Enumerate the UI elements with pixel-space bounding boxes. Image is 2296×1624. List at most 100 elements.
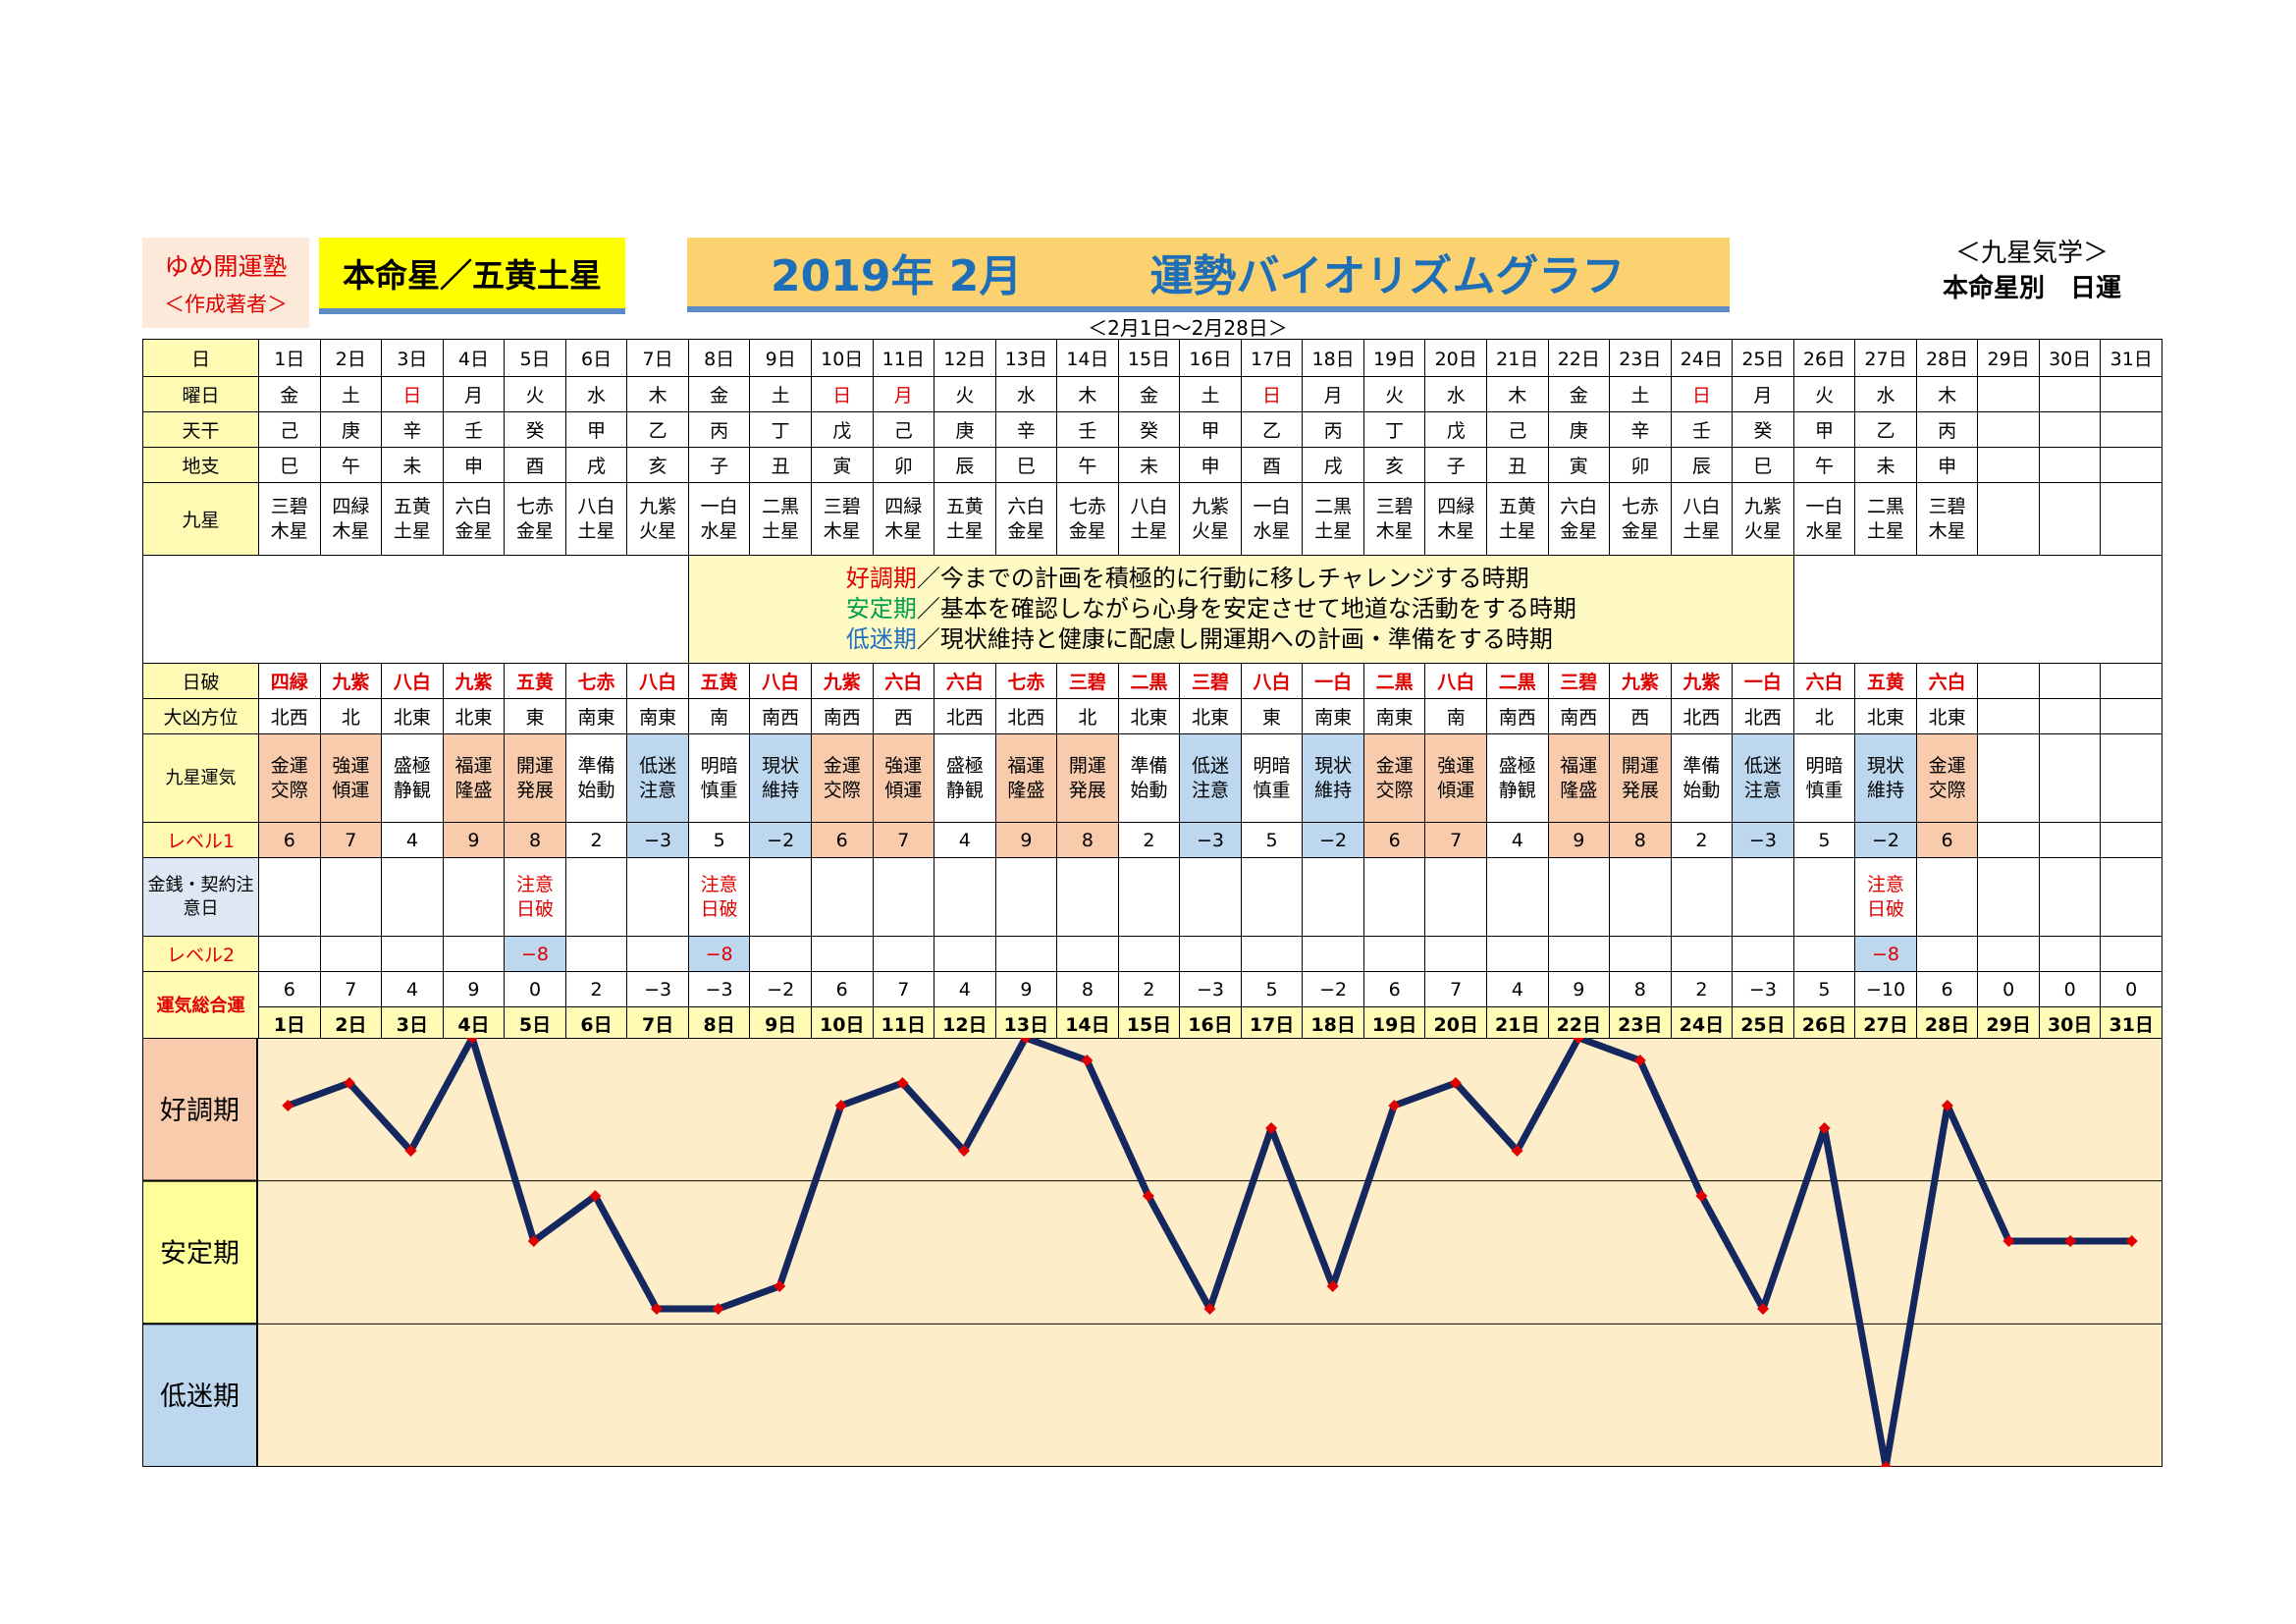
day-cell: 21日 (1485, 339, 1549, 377)
level1-cell: 6 (1915, 822, 1979, 858)
unki-cell: 明暗 慎重 (687, 733, 751, 823)
unki-top: 福運 (1007, 754, 1045, 777)
weekday-cell: 月 (1732, 376, 1794, 412)
note-cell (1915, 857, 1979, 937)
data-point (1695, 1190, 1708, 1202)
unki-cell: 強運 傾運 (319, 733, 383, 823)
day-footer-cell: 7日 (626, 1006, 689, 1041)
note-cell (2038, 857, 2102, 937)
kyusei-cell: 五黄 土星 (934, 482, 996, 556)
data-point (2064, 1235, 2077, 1247)
unki-cell: 金運 交際 (258, 733, 321, 823)
weekday-cell: 日 (1670, 376, 1734, 412)
kyusei-top: 九紫 (1743, 495, 1782, 517)
daikyo-cell: 北東 (1854, 698, 1917, 734)
data-point (282, 1100, 294, 1111)
day-footer-cell: 5日 (504, 1006, 566, 1041)
level1-cell: 8 (504, 822, 566, 858)
unki-top: 金運 (823, 754, 861, 777)
kyusei-top: 三碧 (1928, 495, 1966, 517)
kyusei-cell: 七赤 金星 (1056, 482, 1119, 556)
note-cell: 注意 日破 (1854, 857, 1917, 937)
day-footer-cell: 28日 (1915, 1006, 1979, 1041)
kyusei-bottom: 火星 (1743, 519, 1782, 542)
total-cell: 2 (564, 971, 628, 1007)
level1-cell: 2 (1670, 822, 1734, 858)
chishi-cell: 丑 (749, 447, 812, 483)
title-text: 運勢バイオリズムグラフ (1149, 251, 1626, 301)
level1-cell: 4 (381, 822, 444, 858)
unki-bottom: 交際 (1375, 779, 1414, 801)
day-cell: 14日 (1056, 339, 1119, 377)
daikyo-cell: 北西 (994, 698, 1058, 734)
unki-cell: 強運 傾運 (1424, 733, 1487, 823)
level2-cell (626, 936, 689, 972)
chishi-cell: 午 (1792, 447, 1856, 483)
total-cell: 6 (1915, 971, 1979, 1007)
kyusei-top: 七赤 (1621, 495, 1659, 517)
tenkan-cell: 癸 (504, 411, 566, 448)
level1-cell: 6 (810, 822, 874, 858)
kyusei-cell: 五黄 土星 (381, 482, 444, 556)
chishi-cell: 午 (319, 447, 383, 483)
chishi-cell: 卯 (1609, 447, 1672, 483)
day-cell: 18日 (1302, 339, 1364, 377)
data-point (774, 1280, 786, 1292)
year-month: 2019年 2月 (771, 251, 1023, 301)
day-footer-cell: 11日 (872, 1006, 935, 1041)
unki-top: 金運 (270, 754, 308, 777)
level2-cell (1240, 936, 1304, 972)
weekday-label: 曜日 (141, 376, 260, 412)
data-point (1326, 1280, 1339, 1292)
total-cell: 0 (2100, 971, 2163, 1007)
level1-cell: 9 (442, 822, 506, 858)
chishi-cell: 亥 (1362, 447, 1426, 483)
day-footer-cell: 15日 (1117, 1006, 1181, 1041)
note-cell (1117, 857, 1181, 937)
level2-cell: −8 (1854, 936, 1917, 972)
day-cell: 13日 (994, 339, 1058, 377)
weekday-cell: 火 (1792, 376, 1856, 412)
kyusei-bottom: 土星 (393, 519, 431, 542)
right-header-2: 本命星別 日運 (1942, 274, 2121, 303)
level1-cell (2038, 822, 2102, 858)
nippa-cell: 六白 (934, 663, 996, 699)
tenkan-cell: 壬 (1670, 411, 1734, 448)
kyusei-cell: 三碧 木星 (810, 482, 874, 556)
kyusei-cell (2038, 482, 2102, 556)
tenkan-cell: 乙 (626, 411, 689, 448)
tenkan-cell: 辛 (381, 411, 444, 448)
unki-cell: 金運 交際 (1915, 733, 1979, 823)
level1-cell: 8 (1609, 822, 1672, 858)
tenkan-cell: 甲 (1792, 411, 1856, 448)
note-cell (442, 857, 506, 937)
unki-top: 低迷 (1743, 754, 1782, 777)
chishi-cell: 寅 (810, 447, 874, 483)
note-cell (994, 857, 1058, 937)
daikyo-cell: 北西 (1732, 698, 1794, 734)
daikyo-cell: 西 (872, 698, 935, 734)
phase-text: ／今までの計画を積極的に行動に移しチャレンジする時期 (916, 565, 1529, 592)
unki-bottom: 隆盛 (454, 779, 493, 801)
nippa-cell: 九紫 (442, 663, 506, 699)
phase-messages: 好調期／今までの計画を積極的に行動に移しチャレンジする時期 安定期／基本を確認しな… (687, 555, 1794, 664)
note-cell (1362, 857, 1426, 937)
level1-cell: 5 (687, 822, 751, 858)
day-cell: 6日 (564, 339, 628, 377)
note-cell (1485, 857, 1549, 937)
weekday-cell: 月 (872, 376, 935, 412)
weekday-cell: 金 (258, 376, 321, 412)
nippa-cell: 九紫 (1609, 663, 1672, 699)
level1-cell: −3 (1179, 822, 1242, 858)
nippa-cell: 二黒 (1485, 663, 1549, 699)
nippa-cell: 七赤 (994, 663, 1058, 699)
day-cell: 3日 (381, 339, 444, 377)
note-cell (381, 857, 444, 937)
unki-bottom: 慎重 (1805, 779, 1843, 801)
level1-cell: −2 (749, 822, 812, 858)
unki-cell: 開運 発展 (1056, 733, 1119, 823)
message-blank-left (142, 555, 689, 664)
note-cell (1732, 857, 1794, 937)
day-footer-cell: 17日 (1240, 1006, 1304, 1041)
